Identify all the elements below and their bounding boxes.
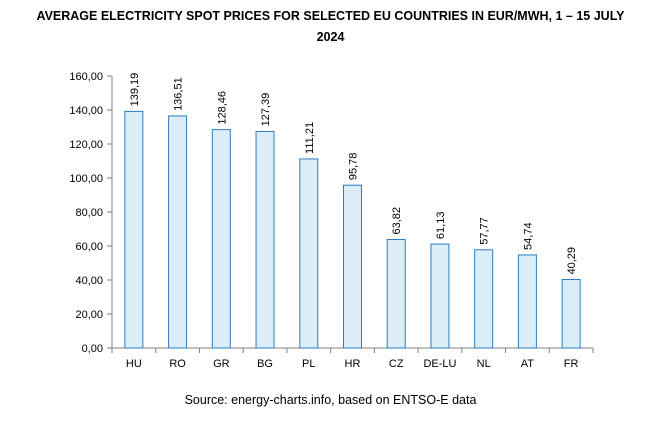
bar [517,254,537,349]
x-category-label: NL [477,358,491,370]
bar [430,243,450,349]
y-tick-label: 100,00 [69,173,103,185]
bar-value-label: 111,21 [304,122,316,154]
y-tick-label: 20,00 [75,309,103,321]
x-category-label: HR [345,358,361,370]
x-category-label: RO [169,358,186,370]
y-tick-label: 60,00 [75,241,103,253]
y-tick-label: 140,00 [69,105,103,117]
bar [211,129,231,349]
bar-value-label: 57,77 [479,217,491,245]
x-category-label: HU [126,358,142,370]
bar-value-label: 128,46 [216,91,228,125]
chart-title-line2: 2024 [316,30,345,44]
bar-value-label: 63,82 [391,207,403,235]
bar [561,279,581,349]
x-category-label: CZ [389,358,404,370]
bar-value-label: 61,13 [435,212,447,240]
source-note: Source: energy-charts.info, based on ENT… [184,393,477,407]
bar-value-label: 95,78 [348,153,360,181]
bar [343,184,362,349]
bar [168,115,188,349]
chart-title: AVERAGE ELECTRICITY SPOT PRICES FOR SELE… [0,6,661,48]
bar [124,110,144,349]
bar [255,130,275,349]
bar-value-label: 40,29 [566,247,578,275]
x-category-label: AT [521,358,535,370]
x-category-label: GR [213,358,230,370]
y-tick-label: 80,00 [75,207,103,219]
bar-value-label: 136,51 [173,77,185,111]
bar-value-label: 139,19 [129,73,141,107]
bar-value-label: 54,74 [522,222,534,250]
bar-value-label: 127,39 [260,93,272,127]
x-category-label: DE-LU [423,358,456,370]
x-category-label: FR [564,358,579,370]
bar [299,158,319,349]
x-category-label: BG [257,358,273,370]
bar [474,249,494,349]
bar [386,239,406,349]
y-tick-label: 120,00 [69,139,103,151]
y-tick-label: 0,00 [82,343,103,355]
y-tick-label: 40,00 [75,275,103,287]
y-tick-label: 160,00 [69,71,103,83]
x-category-label: PL [302,358,315,370]
chart-title-line1: AVERAGE ELECTRICITY SPOT PRICES FOR SELE… [36,9,625,23]
